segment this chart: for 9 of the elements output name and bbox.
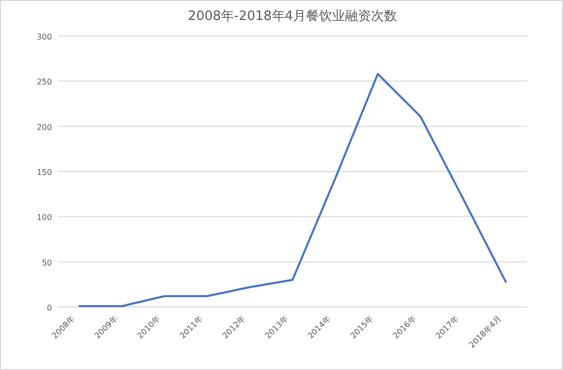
y-tick-label: 100 [36, 213, 52, 222]
y-tick-label: 200 [36, 122, 52, 132]
y-tick-label: 250 [36, 78, 52, 87]
y-tick-label: 150 [36, 168, 52, 177]
line-series [78, 72, 507, 308]
y-tick-label: 50 [42, 258, 52, 268]
y-tick-label: 0 [46, 304, 52, 312]
chart-title: 2008年-2018年4月餐饮业融资次数 [188, 9, 398, 24]
y-tick-label: 300 [36, 32, 52, 42]
